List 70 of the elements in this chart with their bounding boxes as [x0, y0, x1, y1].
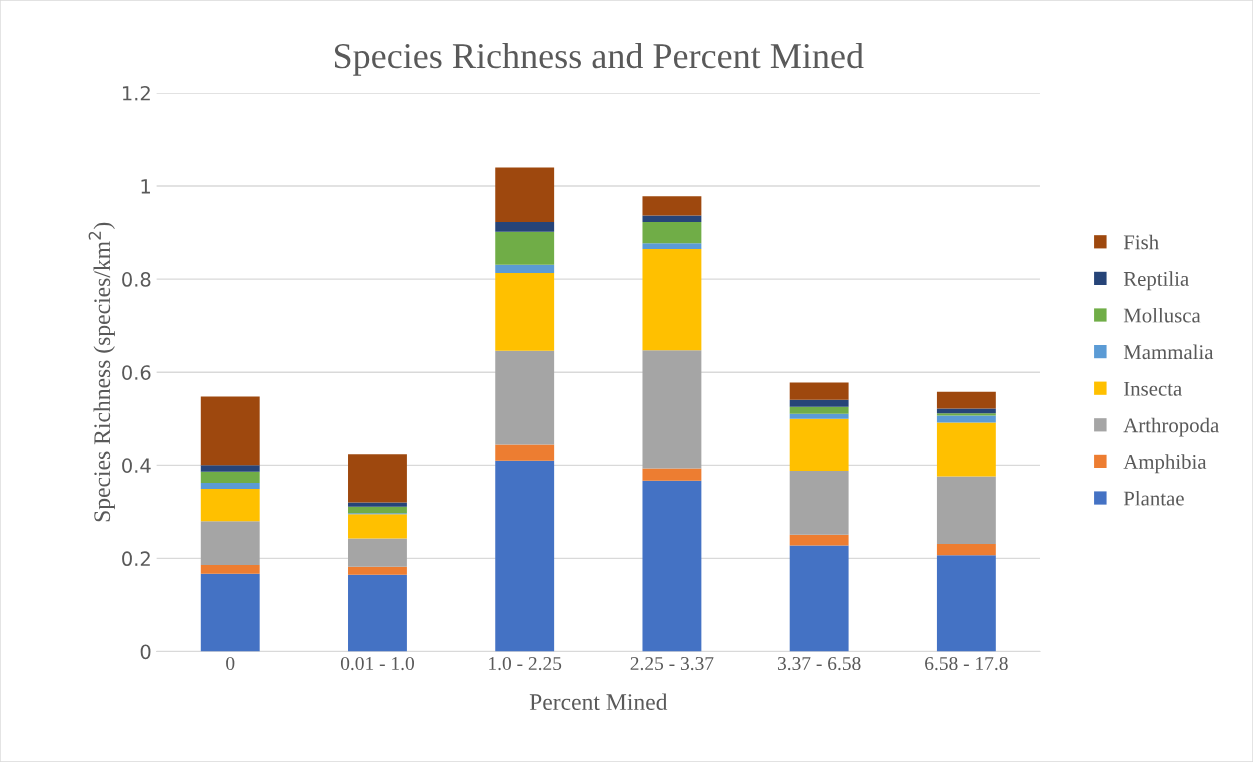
bar — [936, 543, 996, 556]
bar — [642, 215, 702, 222]
bar — [200, 396, 260, 466]
bar — [789, 406, 849, 414]
bar — [936, 422, 996, 477]
bar — [200, 465, 260, 472]
bar — [642, 468, 702, 481]
x-tick-label: 6.58 - 17.8 — [925, 656, 1008, 671]
legend-label: Plantae — [1123, 490, 1184, 506]
bar — [789, 470, 849, 535]
y-tick-label: 1 — [141, 179, 150, 194]
bar — [936, 413, 996, 416]
bar — [200, 573, 260, 652]
bar — [200, 483, 260, 490]
bar — [200, 471, 260, 484]
y-tick-label: 1.2 — [122, 85, 150, 101]
x-tick-label: 1.0 - 2.25 — [489, 656, 562, 671]
bar — [495, 273, 555, 351]
legend-label: Arthropoda — [1123, 417, 1219, 437]
legend-label: Insecta — [1123, 381, 1182, 396]
bar — [495, 460, 555, 652]
legend-label: Amphibia — [1123, 454, 1207, 474]
bar — [495, 221, 555, 232]
legend-label: Fish — [1123, 234, 1159, 250]
bar — [348, 502, 407, 507]
bar — [348, 454, 407, 503]
bar — [495, 350, 555, 445]
bar — [348, 566, 407, 575]
bar — [936, 476, 996, 544]
bar — [789, 413, 849, 419]
bar — [789, 545, 849, 652]
x-axis-title: Percent Mined — [529, 693, 668, 711]
chart-title: Species Richness and Percent Mined — [334, 42, 864, 76]
x-tick-label: 0 — [226, 656, 235, 671]
y-tick-label: 0.6 — [122, 365, 151, 380]
y-tick-label: 0.2 — [122, 551, 150, 567]
bar — [200, 521, 260, 565]
bar — [642, 221, 702, 244]
x-tick-label: 2.25 - 3.37 — [630, 656, 714, 671]
bar — [348, 506, 407, 514]
bar — [789, 382, 849, 400]
bar — [495, 444, 555, 461]
legend-label: Mammalia — [1123, 344, 1214, 360]
bar — [789, 399, 849, 407]
y-tick-label: 0.4 — [122, 458, 151, 473]
y-tick-label: 0.8 — [122, 272, 151, 287]
bar — [642, 480, 702, 652]
bar — [642, 196, 702, 216]
bar — [348, 538, 407, 567]
bar — [495, 167, 555, 222]
bar — [789, 418, 849, 471]
bar — [936, 415, 996, 423]
x-tick-label: 0.01 - 1.0 — [340, 656, 414, 671]
bar — [348, 574, 407, 652]
y-tick-label: 0 — [140, 644, 151, 660]
bar — [348, 514, 407, 539]
bar — [642, 243, 702, 249]
bar — [642, 248, 702, 351]
x-tick-label: 3.37 - 6.58 — [777, 656, 861, 671]
bar — [495, 231, 555, 265]
legend-label: Mollusca — [1123, 307, 1201, 323]
bar — [495, 264, 555, 274]
bar — [642, 350, 702, 469]
bar — [936, 391, 996, 409]
bar — [200, 489, 260, 522]
y-axis-title: Species Richness (species/km$^{2}$) — [88, 222, 115, 522]
bar — [789, 534, 849, 546]
bar — [936, 555, 996, 652]
legend-label: Reptilia — [1123, 271, 1189, 291]
bar — [200, 564, 260, 574]
